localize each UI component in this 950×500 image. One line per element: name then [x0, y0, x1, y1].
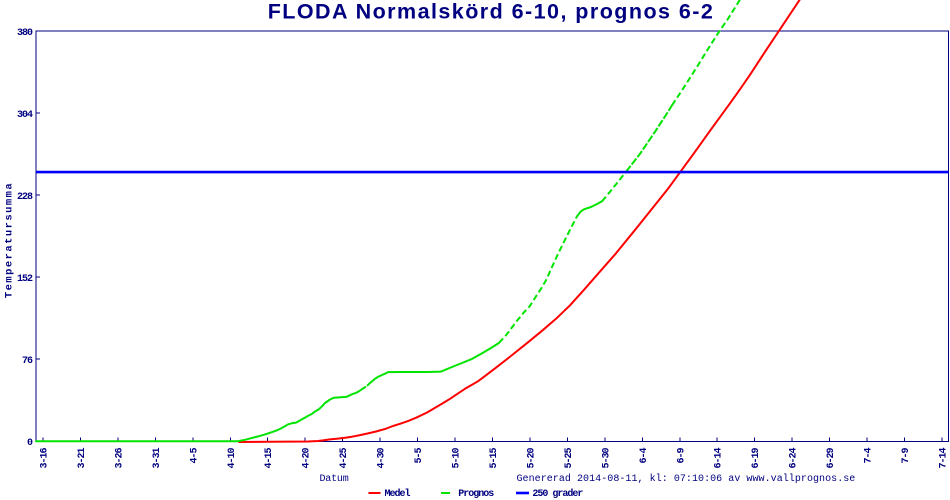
svg-text:7-4: 7-4 — [864, 448, 875, 464]
svg-text:0: 0 — [27, 438, 33, 449]
svg-text:250 grader: 250 grader — [532, 488, 583, 500]
svg-text:5-30: 5-30 — [601, 448, 612, 469]
svg-text:6-9: 6-9 — [676, 448, 687, 464]
svg-text:3-31: 3-31 — [152, 448, 163, 469]
svg-text:Datum: Datum — [320, 474, 349, 485]
svg-text:7-9: 7-9 — [901, 448, 912, 464]
svg-text:Prognos: Prognos — [458, 489, 494, 500]
svg-text:152: 152 — [17, 274, 33, 285]
svg-text:4-15: 4-15 — [264, 448, 275, 469]
svg-text:5-10: 5-10 — [452, 448, 463, 469]
svg-text:Genererad 2014-08-11, kl: 07:1: Genererad 2014-08-11, kl: 07:10:06 av ww… — [517, 473, 856, 485]
svg-text:3-21: 3-21 — [77, 448, 88, 469]
svg-text:4-5: 4-5 — [189, 448, 200, 464]
svg-text:5-15: 5-15 — [489, 448, 500, 469]
svg-text:228: 228 — [17, 192, 33, 203]
svg-text:4-20: 4-20 — [302, 448, 313, 469]
svg-text:304: 304 — [17, 110, 33, 121]
svg-text:5-25: 5-25 — [564, 448, 575, 469]
svg-text:3-26: 3-26 — [114, 448, 125, 469]
svg-text:4-10: 4-10 — [227, 448, 238, 469]
svg-text:76: 76 — [22, 356, 33, 367]
svg-text:6-24: 6-24 — [789, 448, 800, 469]
svg-text:4-30: 4-30 — [377, 448, 388, 469]
svg-text:6-4: 6-4 — [639, 448, 650, 464]
svg-text:3-16: 3-16 — [40, 448, 51, 469]
svg-text:6-19: 6-19 — [751, 448, 762, 469]
svg-text:5-20: 5-20 — [527, 448, 538, 469]
svg-text:Temperatursumma: Temperatursumma — [4, 182, 16, 298]
svg-text:380: 380 — [17, 28, 33, 39]
svg-text:Medel: Medel — [385, 488, 411, 500]
svg-text:6-29: 6-29 — [826, 448, 837, 469]
svg-text:FLODA Normalskörd 6-10, progno: FLODA Normalskörd 6-10, prognos 6-2 — [268, 0, 715, 24]
svg-text:6-14: 6-14 — [714, 448, 725, 469]
svg-text:5-5: 5-5 — [414, 448, 425, 464]
svg-text:4-25: 4-25 — [339, 448, 350, 469]
svg-text:7-14: 7-14 — [939, 448, 950, 469]
